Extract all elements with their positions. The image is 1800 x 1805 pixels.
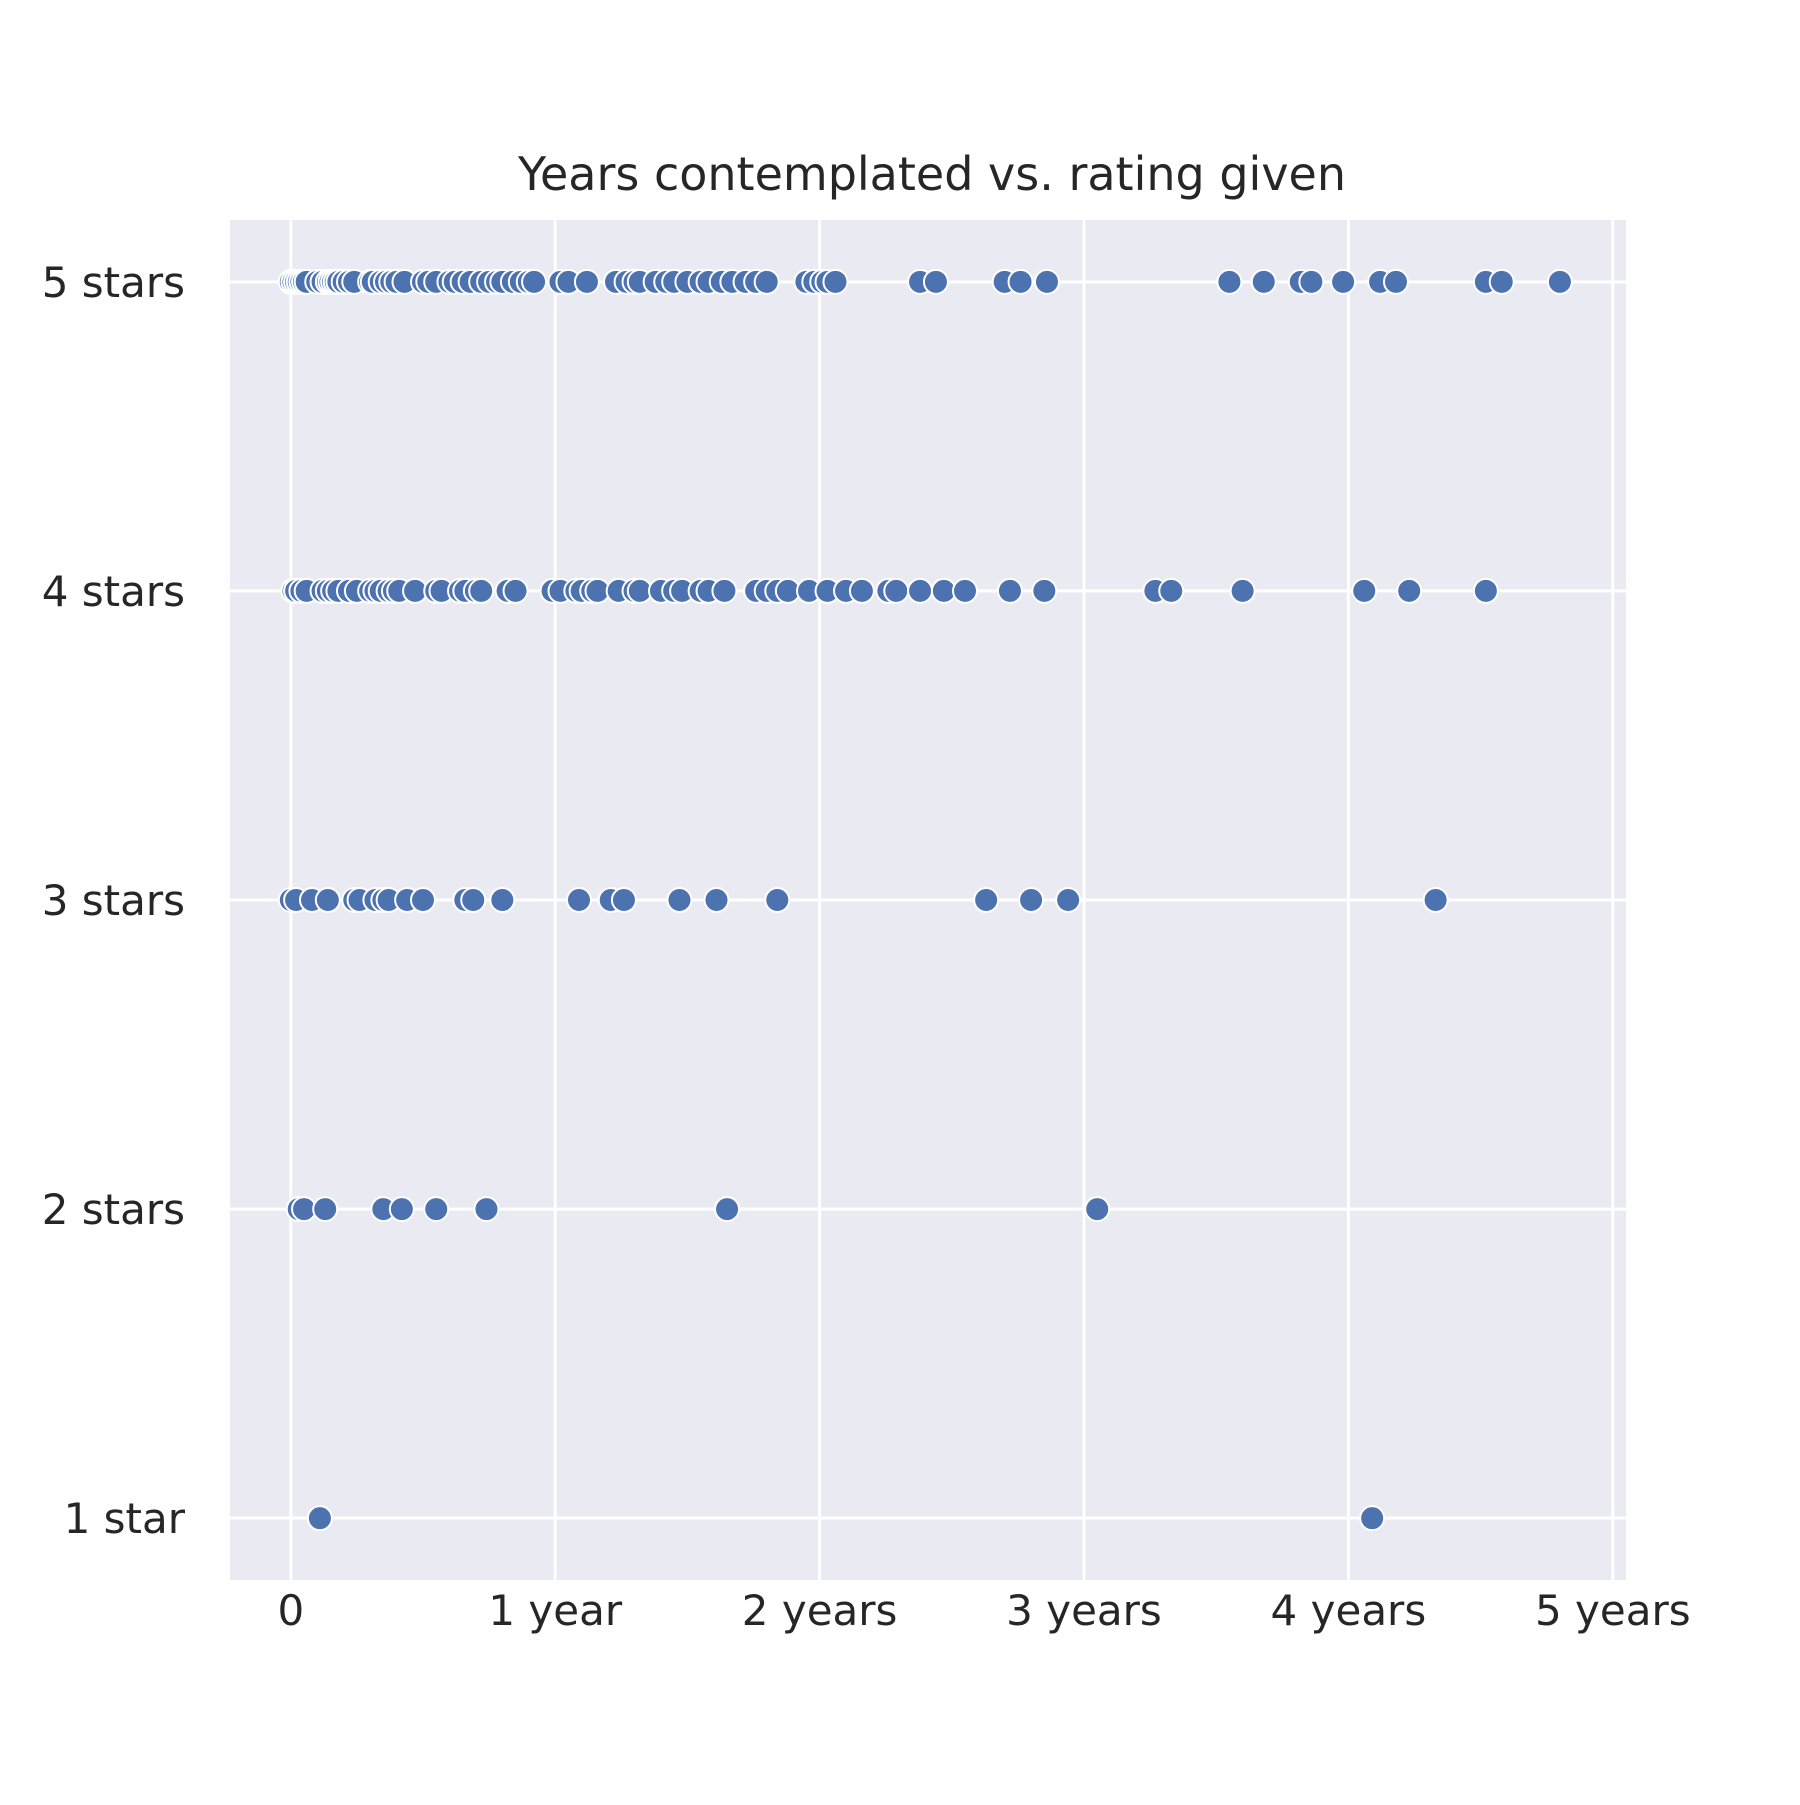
data-point <box>502 577 529 604</box>
data-point <box>1055 887 1082 913</box>
data-point <box>610 887 637 913</box>
y-axis-ticks: 5 stars 4 stars 3 stars 2 stars 1 star <box>42 258 186 1543</box>
data-point <box>996 577 1023 604</box>
data-point <box>1351 577 1378 604</box>
data-point <box>907 577 934 604</box>
data-point <box>388 1196 415 1223</box>
data-point <box>1216 268 1243 295</box>
points <box>277 268 1573 1532</box>
data-point <box>973 887 1000 913</box>
data-point <box>1229 577 1256 604</box>
x-tick-label: 4 years <box>1271 1586 1427 1635</box>
data-point <box>1158 577 1185 604</box>
data-point <box>714 1196 741 1223</box>
y-tick-label: 5 stars <box>42 258 185 307</box>
data-point <box>1031 577 1058 604</box>
data-point <box>423 1196 450 1223</box>
data-point <box>1488 268 1515 295</box>
x-tick-label: 5 years <box>1535 1586 1691 1635</box>
data-point <box>1359 1505 1386 1532</box>
x-tick-label: 0 <box>277 1586 304 1635</box>
chart-title: Years contemplated vs. rating given <box>517 147 1346 201</box>
data-point <box>764 887 791 913</box>
data-point <box>314 887 341 913</box>
y-tick-label: 3 stars <box>42 876 185 925</box>
data-point <box>410 887 437 913</box>
data-point <box>848 577 875 604</box>
data-point <box>883 577 910 604</box>
data-point <box>306 1505 333 1532</box>
data-point <box>1033 268 1060 295</box>
data-point <box>1330 268 1357 295</box>
data-point <box>753 268 780 295</box>
data-point <box>521 268 548 295</box>
data-point <box>1382 268 1409 295</box>
data-point <box>473 1196 500 1223</box>
data-point <box>711 577 738 604</box>
x-axis-ticks: 0 1 year 2 years 3 years 4 years 5 years <box>277 1586 1690 1635</box>
y-tick-label: 1 star <box>64 1494 186 1543</box>
data-point <box>1007 268 1034 295</box>
data-point <box>489 887 516 913</box>
data-point <box>1422 887 1449 913</box>
y-tick-label: 4 stars <box>42 567 185 616</box>
data-point <box>822 268 849 295</box>
data-point <box>573 268 600 295</box>
data-point <box>1018 887 1045 913</box>
data-point <box>1298 268 1325 295</box>
x-tick-label: 3 years <box>1006 1586 1162 1635</box>
y-tick-label: 2 stars <box>42 1185 185 1234</box>
data-point <box>703 887 730 913</box>
data-point <box>922 268 949 295</box>
data-point <box>952 577 979 604</box>
data-point <box>1546 268 1573 295</box>
data-point <box>468 577 495 604</box>
x-tick-label: 2 years <box>742 1586 898 1635</box>
data-point <box>312 1196 339 1223</box>
data-point <box>566 887 592 913</box>
data-point <box>1472 577 1499 604</box>
data-point <box>1250 268 1277 295</box>
data-point <box>1084 1196 1111 1223</box>
data-point <box>460 887 487 913</box>
x-tick-label: 1 year <box>488 1586 623 1635</box>
data-point <box>666 887 693 913</box>
data-point <box>1396 577 1423 604</box>
